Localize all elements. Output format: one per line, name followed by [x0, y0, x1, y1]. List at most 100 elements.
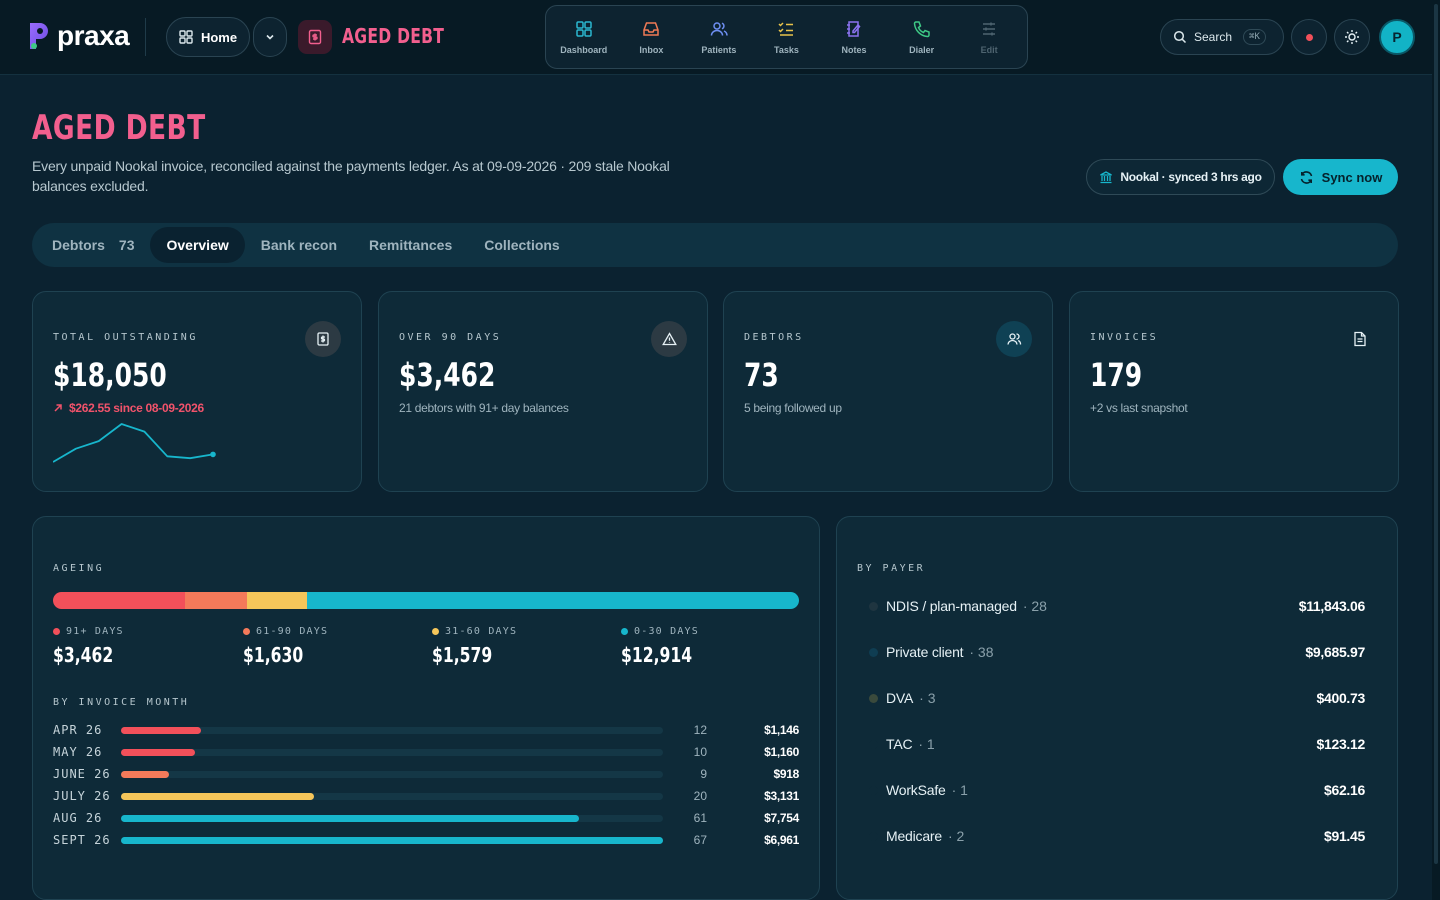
tab-debtors[interactable]: Debtors 73	[36, 227, 150, 263]
nav-dialer[interactable]: Dialer	[889, 19, 955, 55]
users-icon	[996, 321, 1032, 357]
payer-dot	[869, 739, 878, 749]
payer-count: · 2	[947, 828, 965, 844]
workspace-dropdown[interactable]	[253, 17, 287, 57]
search-label: Search	[1194, 30, 1233, 44]
praxa-logo-mark	[30, 23, 48, 49]
payer-amount: $9,685.97	[1305, 644, 1365, 660]
arrow-up-right-icon	[54, 404, 62, 412]
month-bar	[121, 793, 314, 800]
sync-now-label: Sync now	[1321, 169, 1383, 185]
tab-collections[interactable]: Collections	[468, 227, 575, 263]
notebook-icon	[847, 21, 861, 37]
month-count: 20	[693, 789, 707, 803]
divider	[145, 18, 146, 56]
nav-label: Edit	[980, 45, 998, 55]
month-amount: $6,961	[764, 833, 799, 847]
kpi-delta: $262.55 since 08-09-2026	[53, 401, 204, 415]
kpi-label: INVOICES	[1090, 332, 1159, 343]
legend-dot	[432, 628, 439, 635]
nav-edit[interactable]: Edit	[956, 19, 1022, 55]
bucket-label: 91+ DAYS	[66, 626, 124, 637]
month-count: 12	[693, 723, 707, 737]
payer-dot	[869, 693, 878, 703]
ageing-segment-31-60	[246, 592, 308, 609]
inbox-icon	[643, 22, 660, 36]
payer-row[interactable]: WorkSafe · 1 $62.16	[869, 780, 1365, 800]
month-row[interactable]: MAY 26 10 $1,160	[53, 744, 799, 760]
nav-tasks[interactable]: Tasks	[753, 19, 819, 55]
month-row[interactable]: JUNE 26 9 $918	[53, 766, 799, 782]
theme-toggle[interactable]	[1334, 19, 1370, 55]
payer-name: DVA	[886, 690, 914, 706]
sync-status-text: Nookal · synced 3 hrs ago	[1120, 170, 1262, 184]
by-invoice-month-label: BY INVOICE MONTH	[53, 697, 190, 708]
tab-bank-recon[interactable]: Bank recon	[245, 227, 353, 263]
month-label: JUNE 26	[53, 767, 111, 781]
kpi-value: 73	[744, 356, 779, 394]
month-bar	[121, 749, 196, 756]
legend-dot	[621, 628, 628, 635]
month-amount: $1,160	[764, 745, 799, 759]
payer-count: · 1	[918, 736, 935, 752]
month-bar-track	[121, 815, 663, 822]
tab-overview[interactable]: Overview	[150, 227, 245, 263]
document-icon	[1342, 321, 1378, 357]
month-row[interactable]: JULY 26 20 $3,131	[53, 788, 799, 804]
sync-status-badge: Nookal · synced 3 hrs ago	[1086, 159, 1275, 195]
payer-name: Private client	[886, 644, 964, 660]
nav-inbox[interactable]: Inbox	[618, 19, 684, 55]
month-label: JULY 26	[53, 789, 111, 803]
kpi-invoices: INVOICES 179 +2 vs last snapshot	[1069, 291, 1399, 492]
nav-patients[interactable]: Patients	[686, 19, 752, 55]
scrollbar-thumb[interactable]	[1434, 4, 1438, 864]
payer-row[interactable]: Medicare · 2 $91.45	[869, 826, 1365, 846]
payer-row[interactable]: NDIS / plan-managed · 28 $11,843.06	[869, 596, 1365, 616]
kpi-total-outstanding: TOTAL OUTSTANDING $18,050 $262.55 since …	[32, 291, 362, 492]
search-button[interactable]: Search ⌘K	[1160, 19, 1284, 55]
ageing-stacked-bar	[53, 592, 799, 609]
payer-amount: $11,843.06	[1298, 598, 1366, 614]
month-bar-track	[121, 749, 663, 756]
ageing-segment-91-plus	[53, 592, 185, 609]
ageing-panel: AGEING 91+ DAYS $3,462 61-90 DAYS $1,630…	[32, 516, 820, 900]
sparkline-line	[53, 423, 214, 463]
month-label: MAY 26	[53, 745, 103, 759]
ageing-bucket-91-plus: 91+ DAYS $3,462	[53, 626, 130, 667]
payer-row[interactable]: TAC · 1 $123.12	[869, 734, 1365, 754]
kpi-label: OVER 90 DAYS	[399, 332, 502, 343]
tab-remittances[interactable]: Remittances	[353, 227, 468, 263]
users-icon	[710, 22, 728, 36]
avatar[interactable]: P	[1379, 19, 1415, 55]
month-bar-track	[121, 837, 663, 844]
grid-icon	[576, 21, 592, 37]
avatar-initial: P	[1392, 29, 1402, 45]
ageing-bucket-61-90: 61-90 DAYS $1,630	[243, 626, 328, 667]
payer-dot	[869, 601, 878, 611]
bucket-value: $3,462	[53, 643, 114, 667]
legend-dot	[53, 628, 60, 635]
nav-notes[interactable]: Notes	[821, 19, 887, 55]
kpi-label: DEBTORS	[744, 332, 804, 343]
sync-now-button[interactable]: Sync now	[1283, 159, 1398, 195]
payer-dot	[869, 647, 878, 657]
ageing-label: AGEING	[53, 563, 105, 574]
praxa-logo[interactable]: praxa	[27, 20, 130, 52]
payer-name: Medicare	[886, 828, 942, 844]
home-button[interactable]: Home	[166, 17, 250, 57]
month-bar	[121, 727, 202, 734]
kpi-value: $3,462	[399, 356, 496, 394]
recording-button[interactable]	[1291, 19, 1327, 55]
payer-name: NDIS / plan-managed	[886, 598, 1017, 614]
month-bar	[121, 837, 663, 844]
ageing-bucket-0-30: 0-30 DAYS $12,914	[621, 626, 712, 667]
month-row[interactable]: APR 26 12 $1,146	[53, 722, 799, 738]
payer-row[interactable]: Private client · 38 $9,685.97	[869, 642, 1365, 662]
record-dot-icon	[1305, 33, 1313, 41]
kpi-subtext: +2 vs last snapshot	[1090, 401, 1188, 415]
month-row[interactable]: AUG 26 61 $7,754	[53, 810, 799, 826]
month-row[interactable]: SEPT 26 67 $6,961	[53, 832, 799, 848]
payer-row[interactable]: DVA · 3 $400.73	[869, 688, 1365, 708]
aged-debt-badge	[298, 20, 332, 54]
nav-dashboard[interactable]: Dashboard	[551, 19, 617, 55]
